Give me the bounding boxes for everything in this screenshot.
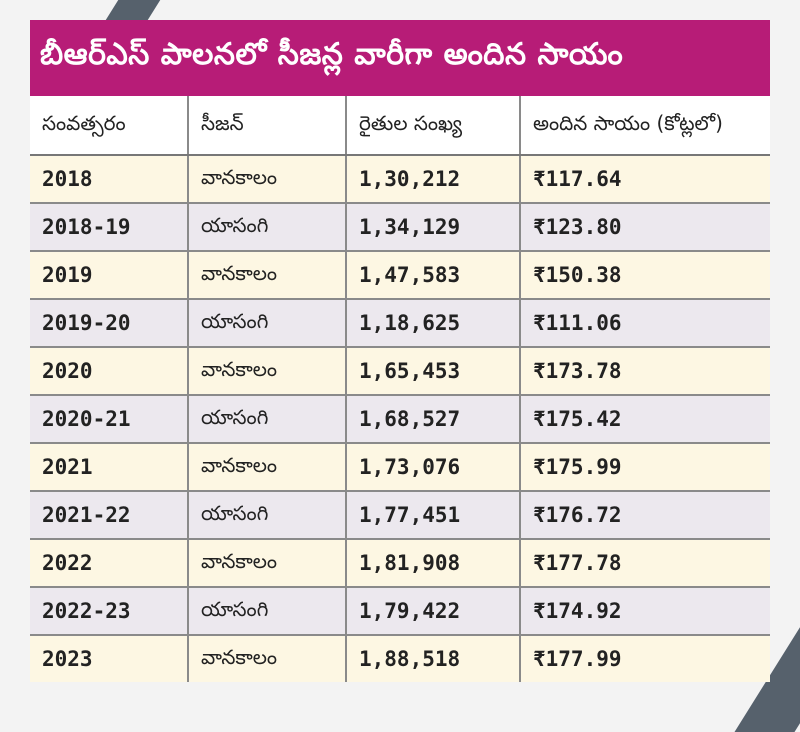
header-row: సంవత్సరం సీజన్ రైతుల సంఖ్య అందిన సాయం (క… [30,96,770,156]
cell-farmers: 1,79,422 [345,587,520,636]
cell-year: 2023 [30,635,188,682]
cell-season: యాసంగి [187,203,346,252]
header-amount: అందిన సాయం (కోట్లలో) [519,96,770,156]
cell-season: యాసంగి [187,587,346,636]
cell-year: 2020-21 [30,395,188,444]
cell-farmers: 1,81,908 [345,539,520,588]
cell-season: వానకాలం [187,539,346,588]
cell-farmers: 1,18,625 [345,299,520,348]
cell-season: వానకాలం [187,635,346,682]
cell-amount: ₹177.78 [519,539,770,588]
cell-year: 2022 [30,539,188,588]
cell-amount: ₹177.99 [519,635,770,682]
cell-amount: ₹117.64 [519,155,770,204]
cell-season: యాసంగి [187,395,346,444]
cell-farmers: 1,30,212 [345,155,520,204]
cell-year: 2021-22 [30,491,188,540]
cell-year: 2018 [30,155,188,204]
table-row: 2020 వానకాలం 1,65,453 ₹173.78 [30,347,770,396]
cell-farmers: 1,34,129 [345,203,520,252]
cell-farmers: 1,47,583 [345,251,520,300]
assistance-table: సంవత్సరం సీజన్ రైతుల సంఖ్య అందిన సాయం (క… [30,96,770,682]
table-row: 2018-19 యాసంగి 1,34,129 ₹123.80 [30,203,770,252]
header-farmers: రైతుల సంఖ్య [345,96,520,156]
cell-farmers: 1,77,451 [345,491,520,540]
cell-year: 2021 [30,443,188,492]
cell-season: వానకాలం [187,443,346,492]
cell-amount: ₹173.78 [519,347,770,396]
cell-farmers: 1,68,527 [345,395,520,444]
cell-year: 2018-19 [30,203,188,252]
cell-year: 2020 [30,347,188,396]
cell-year: 2022-23 [30,587,188,636]
cell-farmers: 1,65,453 [345,347,520,396]
table-row: 2022 వానకాలం 1,81,908 ₹177.78 [30,539,770,588]
cell-amount: ₹123.80 [519,203,770,252]
cell-farmers: 1,73,076 [345,443,520,492]
table-row: 2020-21 యాసంగి 1,68,527 ₹175.42 [30,395,770,444]
cell-year: 2019-20 [30,299,188,348]
table-row: 2021-22 యాసంగి 1,77,451 ₹176.72 [30,491,770,540]
table-card: బీఆర్ఎస్ పాలనలో సీజన్ల వారీగా అందిన సాయం… [30,20,770,682]
cell-farmers: 1,88,518 [345,635,520,682]
cell-amount: ₹150.38 [519,251,770,300]
cell-season: యాసంగి [187,491,346,540]
cell-season: వానకాలం [187,155,346,204]
cell-season: యాసంగి [187,299,346,348]
table-row: 2019 వానకాలం 1,47,583 ₹150.38 [30,251,770,300]
cell-amount: ₹111.06 [519,299,770,348]
cell-amount: ₹176.72 [519,491,770,540]
table-row: 2019-20 యాసంగి 1,18,625 ₹111.06 [30,299,770,348]
cell-amount: ₹175.42 [519,395,770,444]
table-row: 2021 వానకాలం 1,73,076 ₹175.99 [30,443,770,492]
cell-amount: ₹174.92 [519,587,770,636]
table-title: బీఆర్ఎస్ పాలనలో సీజన్ల వారీగా అందిన సాయం [30,20,770,96]
header-season: సీజన్ [187,96,346,156]
table-row: 2018 వానకాలం 1,30,212 ₹117.64 [30,155,770,204]
header-year: సంవత్సరం [30,96,188,156]
cell-season: వానకాలం [187,251,346,300]
cell-year: 2019 [30,251,188,300]
cell-amount: ₹175.99 [519,443,770,492]
cell-season: వానకాలం [187,347,346,396]
table-row: 2022-23 యాసంగి 1,79,422 ₹174.92 [30,587,770,636]
table-row: 2023 వానకాలం 1,88,518 ₹177.99 [30,635,770,682]
